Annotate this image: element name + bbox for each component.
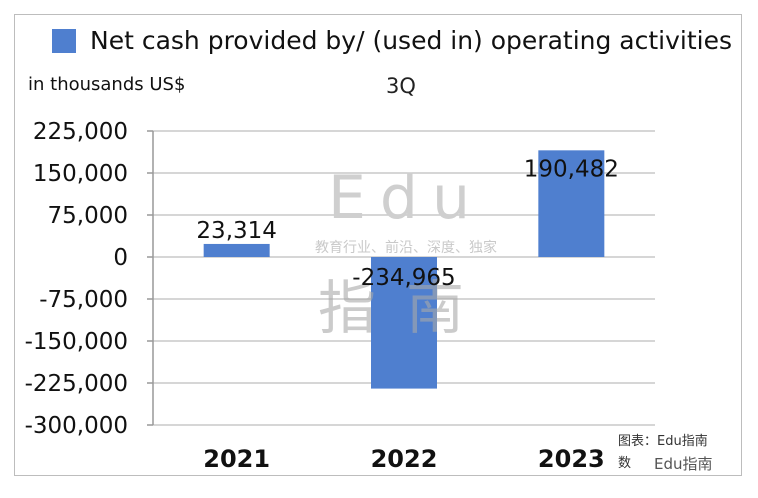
data-label: 190,482 [524,156,619,182]
y-tick-label: 75,000 [48,203,128,229]
y-tick-label: -75,000 [39,287,128,313]
legend: Net cash provided by/ (used in) operatin… [52,26,732,55]
bar-2022 [371,257,437,389]
watermark-logo: Edu [328,163,484,233]
period-label: 3Q [386,74,416,98]
bar-2023 [538,150,605,257]
y-tick-label: 150,000 [33,161,128,187]
source-label: 图表：Edu指南 [618,434,708,449]
y-tick-label: 0 [113,245,128,271]
legend-label: Net cash provided by/ (used in) operatin… [90,26,733,55]
legend-swatch [52,28,76,53]
x-tick-label: 2022 [371,445,438,473]
data-label: 23,314 [196,218,276,244]
source-sub-label: 数 [618,456,632,471]
chart-frame [14,14,742,476]
bar-2021 [203,243,270,257]
x-tick-label: 2023 [538,445,605,473]
y-axis-unit-label: in thousands US$ [28,74,186,95]
y-tick-label: -150,000 [25,329,128,355]
data-label: -234,965 [352,265,455,291]
y-tick-label: -300,000 [25,413,128,439]
y-tick-label: -225,000 [25,371,128,397]
watermark-chinese: 指南 [318,274,494,342]
y-tick-label: 225,000 [33,119,128,145]
watermark-tagline: 教育行业、前沿、深度、独家 [315,239,497,256]
x-tick-label: 2021 [203,445,270,473]
watermark-overlay: Edu指南 [654,455,713,473]
